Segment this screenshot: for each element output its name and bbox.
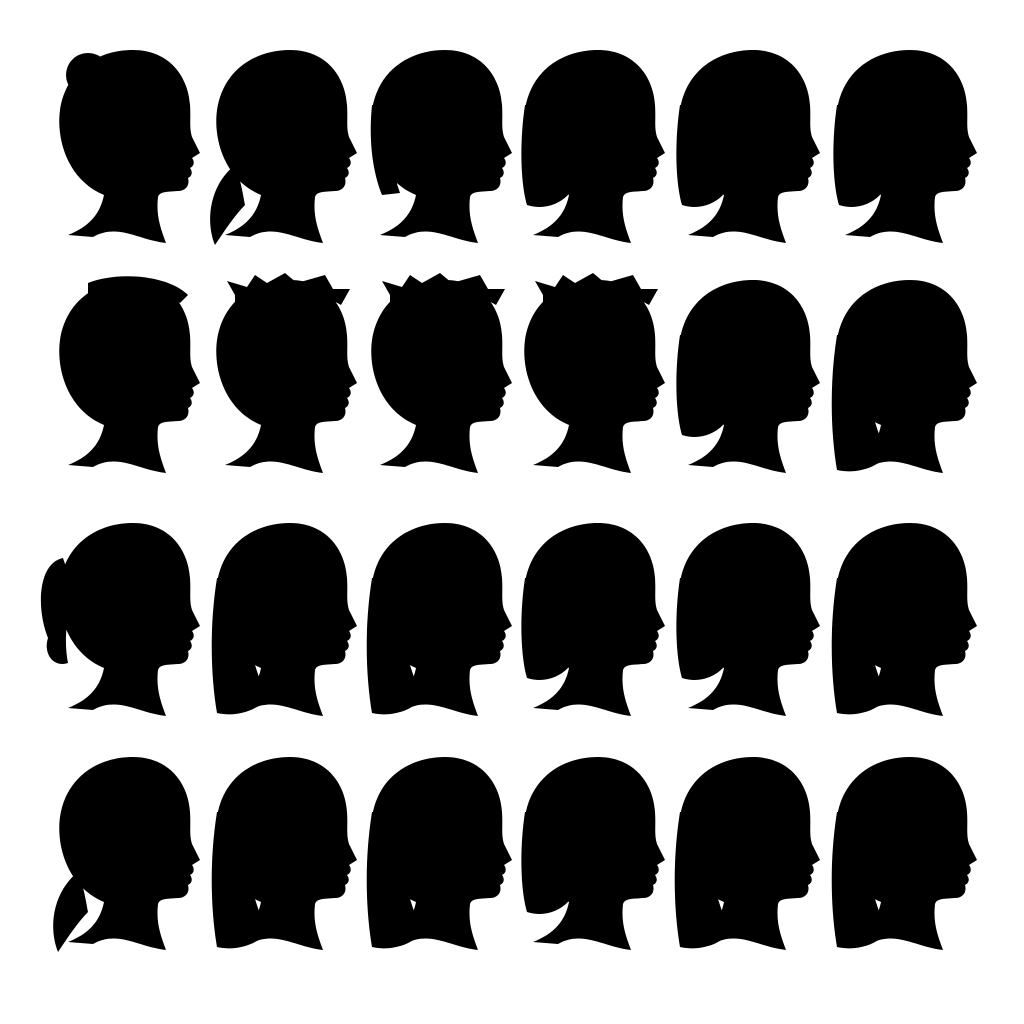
head-silhouette-short-spiky xyxy=(524,273,665,473)
hair-long-shape xyxy=(831,578,887,715)
head-profile-shape xyxy=(371,280,512,473)
head-silhouette-long xyxy=(366,757,512,950)
head-silhouette-long xyxy=(831,757,977,950)
head-silhouette-low-ponytail xyxy=(210,50,357,245)
head-profile-shape xyxy=(679,523,820,716)
head-profile-shape xyxy=(371,757,512,950)
hair-long-shape xyxy=(366,812,422,949)
head-profile-shape xyxy=(216,50,357,243)
head-profile-shape xyxy=(524,523,665,716)
head-profile-shape xyxy=(524,280,665,473)
head-silhouette-bob xyxy=(521,757,665,950)
head-profile-shape xyxy=(216,523,357,716)
head-profile-shape xyxy=(836,523,977,716)
head-silhouette-bob xyxy=(521,523,665,716)
head-profile-shape xyxy=(59,50,200,243)
head-profile-shape xyxy=(524,50,665,243)
hair-long-shape xyxy=(211,812,267,949)
hair-short-spiky-shape xyxy=(382,273,505,305)
head-silhouette-short-spiky xyxy=(216,273,357,473)
head-profile-shape xyxy=(216,757,357,950)
head-silhouette-bob xyxy=(676,50,820,243)
hair-short-spiky-shape xyxy=(227,273,350,305)
head-silhouette-short-spiky xyxy=(371,273,512,473)
head-profile-shape xyxy=(216,280,357,473)
head-profile-shape xyxy=(59,757,200,950)
hair-bob-shape xyxy=(521,578,568,680)
hair-ponytail-shape xyxy=(40,558,73,664)
head-silhouette-short-bob xyxy=(370,50,512,243)
head-silhouette-bob xyxy=(676,280,820,473)
hair-long-shape xyxy=(366,578,422,715)
head-silhouette-ponytail xyxy=(40,523,200,716)
hair-bob-shape xyxy=(833,105,880,207)
head-silhouette-bob xyxy=(676,523,820,716)
hair-short-spiky-shape xyxy=(535,273,658,305)
head-profile-shape xyxy=(59,523,200,716)
head-profile-shape xyxy=(371,50,512,243)
head-profile-shape xyxy=(59,280,200,473)
hair-bob-shape xyxy=(676,335,723,437)
head-profile-shape xyxy=(524,757,665,950)
head-silhouette-long xyxy=(674,757,820,950)
hair-bob-shape xyxy=(521,105,568,207)
head-silhouette-long xyxy=(211,757,357,950)
hair-bun-shape xyxy=(66,53,110,97)
head-silhouette-long xyxy=(831,280,977,473)
head-profile-shape xyxy=(836,280,977,473)
hair-long-shape xyxy=(211,578,267,715)
hair-long-shape xyxy=(674,812,730,949)
hair-long-shape xyxy=(831,335,887,472)
head-silhouette-low-ponytail xyxy=(53,757,200,952)
hair-long-shape xyxy=(831,812,887,949)
head-silhouette-long xyxy=(211,523,357,716)
head-silhouette-bob xyxy=(833,50,977,243)
hair-bob-shape xyxy=(676,578,723,680)
hair-low-ponytail-shape xyxy=(53,872,88,952)
head-silhouette-long xyxy=(366,523,512,716)
head-profile-shape xyxy=(679,50,820,243)
hair-bob-shape xyxy=(676,105,723,207)
head-silhouette-bun xyxy=(59,50,200,243)
head-silhouette-long xyxy=(831,523,977,716)
head-silhouette-bob xyxy=(521,50,665,243)
head-profile-shape xyxy=(679,757,820,950)
hair-bob-shape xyxy=(521,812,568,914)
head-silhouette-short xyxy=(59,276,200,473)
head-profile-shape xyxy=(371,523,512,716)
head-profile-shape xyxy=(679,280,820,473)
head-profile-shape xyxy=(836,757,977,950)
hair-short-bob-shape xyxy=(370,105,400,195)
head-profile-shape xyxy=(836,50,977,243)
hair-short-shape xyxy=(88,276,188,303)
hair-low-ponytail-shape xyxy=(210,165,245,245)
